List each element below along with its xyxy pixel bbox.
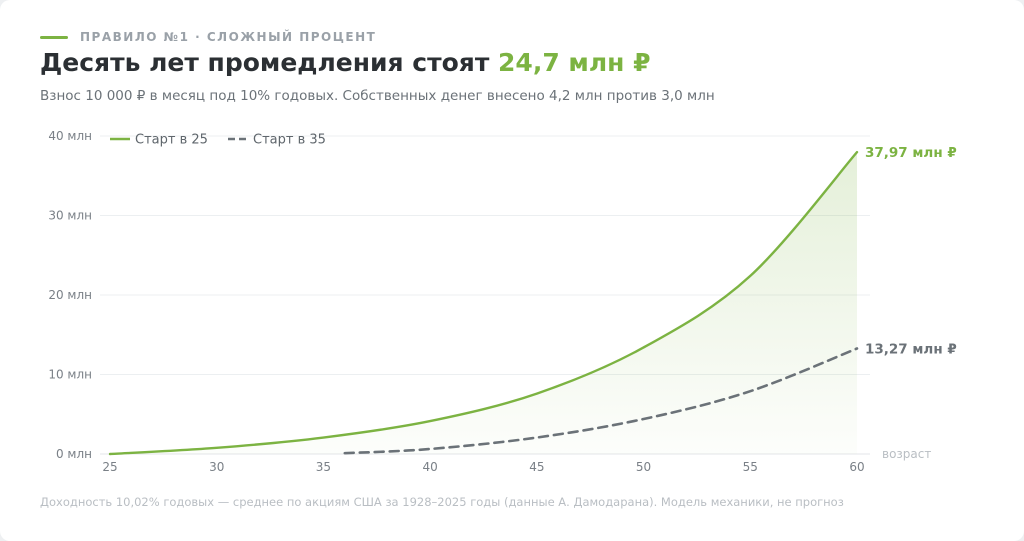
footnote: Доходность 10,02% годовых — среднее по а…: [40, 495, 844, 509]
y-tick-label: 0 млн: [56, 447, 92, 461]
title-accent: 24,7 млн ₽: [498, 48, 651, 77]
series-line-start-35: [343, 347, 859, 455]
x-tick-label: 55: [743, 460, 758, 474]
kicker-text: ПРАВИЛО №1 · СЛОЖНЫЙ ПРОЦЕНТ: [80, 30, 377, 44]
x-tick-label: 60: [849, 460, 864, 474]
title-main: Десять лет промедления стоят: [40, 48, 499, 77]
compound-growth-chart: 0 млн 10 млн 20 млн 30 млн 40 млн 25 30 35 40 45 5…: [48, 129, 957, 474]
y-tick-label: 20 млн: [48, 288, 92, 302]
kicker: ПРАВИЛО №1 · СЛОЖНЫЙ ПРОЦЕНТ: [40, 30, 376, 44]
kicker-accent-line: [40, 35, 68, 39]
end-value-label-start-35: 13,27 млн ₽: [865, 342, 957, 358]
y-tick-label: 10 млн: [48, 368, 92, 382]
x-tick-label: 35: [316, 460, 331, 474]
y-tick-label: 30 млн: [48, 209, 92, 223]
x-axis-title: возраст: [882, 447, 931, 461]
x-tick-label: 25: [102, 460, 117, 474]
x-tick-label: 40: [423, 460, 438, 474]
x-tick-label: 30: [209, 460, 224, 474]
series-area-start-25: [110, 152, 857, 454]
x-tick-label: 50: [636, 460, 651, 474]
y-tick-label: 40 млн: [48, 129, 92, 143]
subtitle: Взнос 10 000 ₽ в месяц под 10% годовых. …: [40, 88, 715, 104]
end-value-label-start-25: 37,97 млн ₽: [865, 145, 957, 161]
page-title: Десять лет промедления стоят 24,7 млн ₽: [40, 48, 651, 77]
legend-label-start-35: Старт в 35: [253, 133, 326, 148]
x-tick-label: 45: [529, 460, 544, 474]
series-line-start-25: [108, 150, 859, 456]
legend-label-start-25: Старт в 25: [135, 133, 208, 148]
